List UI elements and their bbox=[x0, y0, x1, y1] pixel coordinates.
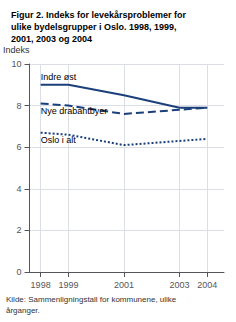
svg-text:6: 6 bbox=[17, 142, 22, 152]
svg-text:årganger.: årganger. bbox=[6, 306, 40, 315]
svg-text:Nye drabantbyer: Nye drabantbyer bbox=[41, 106, 108, 116]
svg-text:ulike bydelsgrupper i Oslo. 19: ulike bydelsgrupper i Oslo. 1998, 1999, bbox=[11, 22, 177, 32]
svg-text:Kilde: Sammenligningstall for: Kilde: Sammenligningstall for kommunene,… bbox=[6, 295, 177, 304]
svg-text:1999: 1999 bbox=[58, 280, 78, 290]
svg-text:Oslo i alt: Oslo i alt bbox=[41, 135, 77, 145]
svg-text:2001, 2003 og 2004: 2001, 2003 og 2004 bbox=[11, 34, 92, 44]
svg-text:2004: 2004 bbox=[197, 280, 217, 290]
svg-text:8: 8 bbox=[17, 101, 22, 111]
svg-text:2003: 2003 bbox=[170, 280, 190, 290]
svg-text:1998: 1998 bbox=[31, 280, 51, 290]
svg-text:Figur 2. Indeks for levekårspr: Figur 2. Indeks for levekårsproblemer fo… bbox=[11, 10, 187, 20]
svg-text:Indeks: Indeks bbox=[3, 45, 30, 55]
svg-text:Indre øst: Indre øst bbox=[41, 72, 77, 82]
svg-text:4: 4 bbox=[17, 184, 22, 194]
svg-text:2: 2 bbox=[17, 225, 22, 235]
svg-text:2001: 2001 bbox=[114, 280, 134, 290]
svg-text:0: 0 bbox=[17, 267, 22, 277]
svg-text:10: 10 bbox=[12, 59, 22, 69]
